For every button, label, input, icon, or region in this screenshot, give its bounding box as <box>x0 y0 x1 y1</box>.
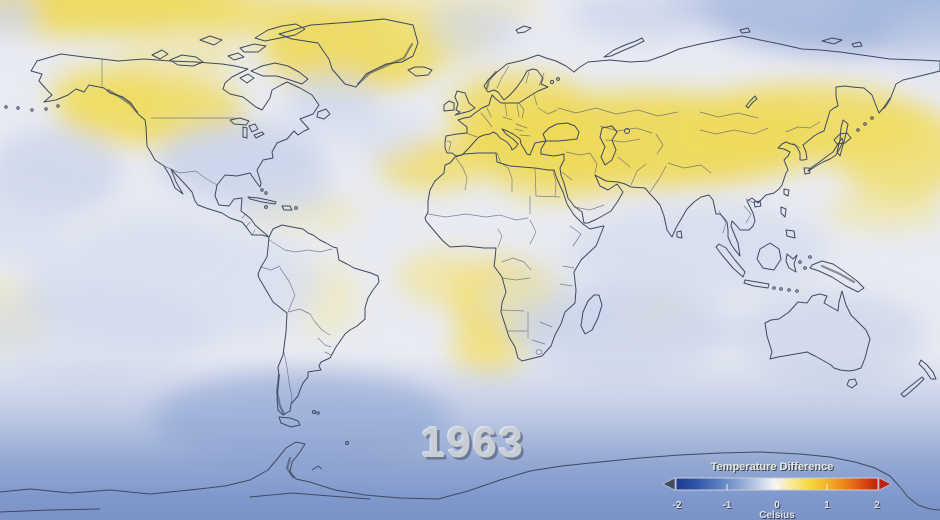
mountain-shading <box>106 42 892 479</box>
tick-label-shadow: 2 <box>875 501 881 512</box>
legend: Temperature Difference Temperature Diffe… <box>662 461 892 520</box>
legend-tick-labels: -2 -2 -1 -1 0 0 1 1 2 2 <box>673 500 882 512</box>
southern-ocean-gradient <box>0 355 940 520</box>
year-label: 1963 1963 1963 <box>420 418 528 470</box>
islands <box>4 23 937 471</box>
coastline-antarctica <box>0 441 940 511</box>
year-label-shadow: 1963 <box>424 422 528 470</box>
tick-label: 2 <box>874 500 880 511</box>
tick-label: 0 <box>774 500 780 511</box>
tick-label: 1 <box>824 500 830 511</box>
tick-label: -2 <box>673 500 682 511</box>
year-label-text: 1963 <box>421 419 525 467</box>
tick-label-shadow: -1 <box>724 501 733 512</box>
year-label-highlight: 1963 <box>420 418 524 466</box>
coastline-south-america <box>257 224 380 416</box>
legend-unit-label-shadow: Celsius <box>760 511 796 520</box>
colorbar-right-arrow-icon <box>878 477 892 491</box>
coastline-greenland <box>278 18 419 88</box>
coastline-north-america <box>30 53 320 238</box>
country-borders <box>101 58 821 411</box>
colorbar-ticks <box>726 484 828 490</box>
legend-title: Temperature Difference <box>711 461 834 473</box>
coastline-eurasia <box>444 35 940 257</box>
legend-title-shadow: Temperature Difference <box>712 462 835 474</box>
colorbar-left-arrow-icon <box>662 477 676 491</box>
tick-label: -1 <box>723 500 732 511</box>
legend-unit-label: Celsius <box>759 510 795 520</box>
tick-label-shadow: 1 <box>825 501 831 512</box>
tick-label-shadow: -2 <box>674 501 683 512</box>
coastline-australia <box>764 290 871 372</box>
coastline-antarctic-shelf <box>249 492 371 500</box>
coastline-antarctic-ice-edge <box>0 508 101 513</box>
coastlines <box>0 18 940 513</box>
coastline-africa <box>424 152 605 362</box>
tick-label-shadow: 0 <box>775 501 781 512</box>
